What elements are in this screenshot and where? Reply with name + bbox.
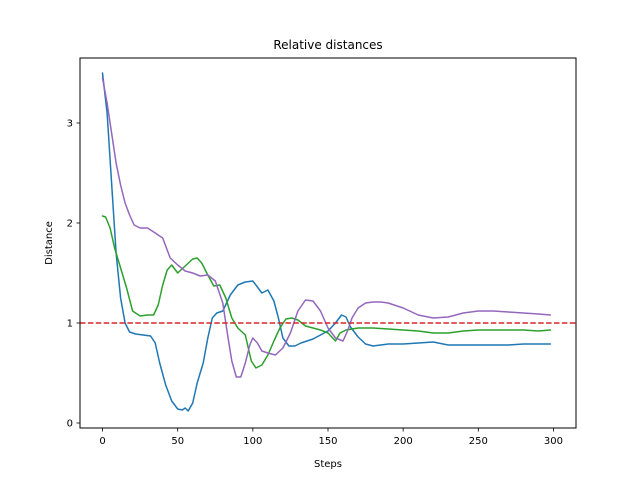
x-axis-label: Steps (314, 459, 342, 470)
y-axis-ticks: 0 1 2 3 (67, 119, 80, 430)
plot-area (80, 58, 576, 428)
x-tick-label: 250 (469, 436, 488, 447)
x-tick-label: 150 (318, 436, 337, 447)
chart-title: Relative distances (273, 38, 382, 52)
y-tick-label: 2 (67, 219, 73, 230)
series-layer (101, 72, 552, 412)
x-tick-label: 50 (171, 436, 184, 447)
x-tick-label: 300 (544, 436, 563, 447)
y-tick-label: 0 (67, 419, 73, 430)
x-tick-label: 0 (99, 436, 105, 447)
series-line-1 (101, 72, 552, 412)
series-line-3 (101, 77, 552, 378)
series-line-2 (101, 215, 552, 369)
y-tick-label: 3 (67, 119, 73, 130)
x-tick-label: 100 (243, 436, 262, 447)
y-axis-label: Distance (44, 221, 55, 265)
y-tick-label: 1 (67, 319, 73, 330)
x-axis-ticks: 0 50 100 150 200 250 300 (99, 428, 563, 447)
x-tick-label: 200 (394, 436, 413, 447)
